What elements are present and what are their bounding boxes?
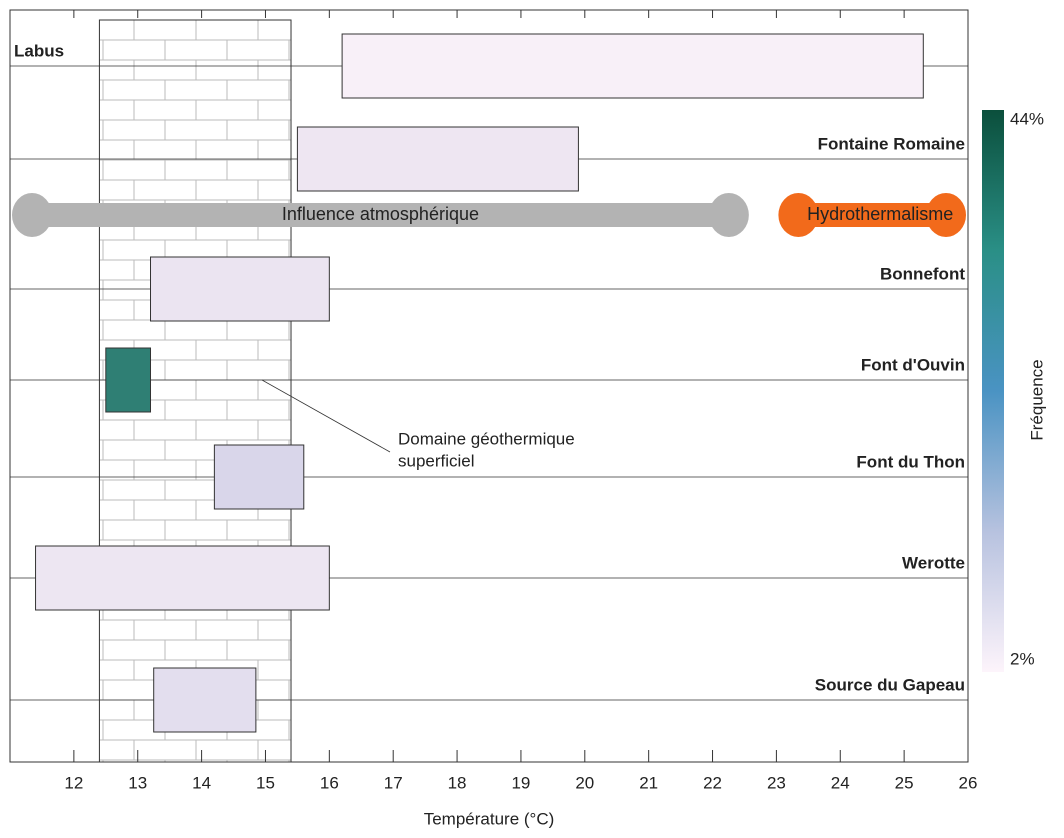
- colorbar-tick-label: 44%: [1010, 109, 1044, 128]
- x-tick-label: 12: [64, 773, 83, 792]
- domain-label: Domaine géothermique: [398, 429, 575, 448]
- range-bar: [296, 126, 579, 192]
- colorbar: [982, 110, 1004, 672]
- band-label: Hydrothermalisme: [807, 204, 953, 224]
- band-end: [778, 193, 819, 237]
- range-bar: [35, 545, 330, 611]
- x-tick-label: 21: [639, 773, 658, 792]
- band: [12, 193, 749, 237]
- band: [778, 193, 966, 237]
- colorbar-tick-label: 2%: [1010, 649, 1035, 668]
- colorbar-label: Fréquence: [1027, 359, 1046, 440]
- domain-leader: [261, 379, 391, 453]
- series-label: Bonnefont: [880, 264, 965, 283]
- series-label: Werotte: [902, 553, 965, 572]
- series-label: Font d'Ouvin: [861, 355, 965, 374]
- x-tick-label: 18: [448, 773, 467, 792]
- range-bar: [213, 444, 305, 510]
- band-end: [926, 193, 966, 237]
- series-label: Labus: [14, 41, 64, 60]
- band-label: Influence atmosphérique: [282, 204, 479, 224]
- x-tick-label: 22: [703, 773, 722, 792]
- domain-label: superficiel: [398, 451, 475, 470]
- x-axis-label: Température (°C): [424, 809, 555, 828]
- x-tick-label: 26: [959, 773, 978, 792]
- series-label: Fontaine Romaine: [818, 134, 965, 153]
- x-tick-label: 15: [256, 773, 275, 792]
- x-tick-label: 25: [895, 773, 914, 792]
- plot-frame: [9, 9, 969, 763]
- series-label: Font du Thon: [856, 452, 965, 471]
- band-end: [708, 193, 749, 237]
- range-bar: [150, 256, 330, 322]
- x-tick-label: 16: [320, 773, 339, 792]
- range-bar: [341, 33, 924, 99]
- x-tick-label: 19: [511, 773, 530, 792]
- band-body: [20, 203, 741, 227]
- x-tick-label: 13: [128, 773, 147, 792]
- x-tick-label: 14: [192, 773, 211, 792]
- x-tick-label: 20: [575, 773, 594, 792]
- series-label: Source du Gapeau: [815, 675, 965, 694]
- x-tick-label: 24: [831, 773, 850, 792]
- x-tick-label: 17: [384, 773, 403, 792]
- range-bar: [105, 347, 152, 413]
- x-tick-label: 23: [767, 773, 786, 792]
- band-end: [12, 193, 52, 237]
- range-bar: [153, 667, 257, 733]
